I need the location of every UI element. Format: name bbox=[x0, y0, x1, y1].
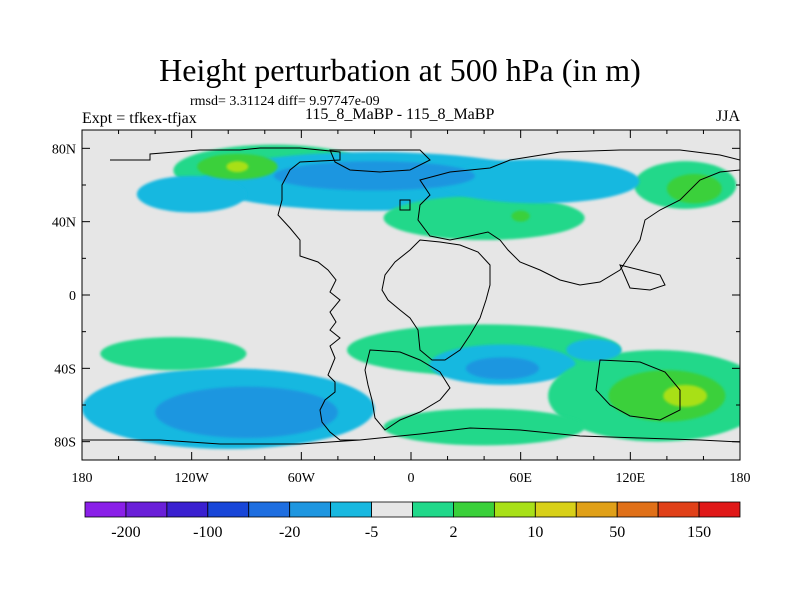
season-label: JJA bbox=[715, 108, 740, 125]
colorbar-label: 2 bbox=[449, 524, 457, 541]
coastline-eurasia bbox=[417, 149, 740, 286]
y-tick-label: 0 bbox=[69, 289, 76, 304]
colorbar-swatch bbox=[330, 501, 372, 518]
colorbar-label: 50 bbox=[609, 524, 625, 541]
colorbar-swatch bbox=[493, 501, 536, 518]
x-tick-label: 60W bbox=[288, 471, 316, 486]
coastline-ireland bbox=[399, 199, 411, 211]
colorbar-label: -200 bbox=[111, 524, 140, 541]
contour-region bbox=[663, 384, 708, 407]
contour-region bbox=[465, 357, 539, 380]
colorbar-swatch bbox=[616, 501, 659, 518]
colorbar-swatch bbox=[289, 501, 332, 518]
coastline-asia-east bbox=[619, 264, 666, 291]
y-tick-label: 80S bbox=[54, 436, 76, 451]
coastline-antarctica bbox=[82, 427, 740, 445]
contour-region bbox=[666, 174, 722, 204]
colorbar-swatch bbox=[248, 501, 291, 518]
colorbar-label: -100 bbox=[193, 524, 222, 541]
colorbar-swatch bbox=[166, 501, 209, 518]
contour-region bbox=[155, 386, 338, 439]
y-axis: 80N 40N 0 40S 80S bbox=[52, 142, 740, 451]
x-tick-label: 120W bbox=[175, 471, 210, 486]
x-tick-label: 60E bbox=[509, 471, 532, 486]
contour-region bbox=[273, 161, 475, 191]
coastline-south-america bbox=[364, 349, 451, 431]
y-tick-label: 40S bbox=[54, 362, 76, 377]
plot-title: Height perturbation at 500 hPa (in m) bbox=[159, 52, 641, 88]
colorbar-swatch bbox=[698, 501, 741, 518]
colorbar-swatch bbox=[412, 501, 454, 518]
x-axis: 180 120W 60W 0 60E 120E 180 bbox=[72, 130, 751, 486]
subtitle: 115_8_MaBP - 115_8_MaBP bbox=[305, 106, 495, 123]
colorbar-swatch bbox=[453, 501, 495, 518]
contour-region bbox=[100, 337, 247, 371]
x-tick-label: 120E bbox=[616, 471, 646, 486]
colorbar-swatch bbox=[125, 501, 168, 518]
coastline-greenland bbox=[329, 149, 431, 173]
colorbar-label: -5 bbox=[365, 524, 378, 541]
colorbar-label: -20 bbox=[279, 524, 300, 541]
contour-region bbox=[438, 159, 640, 204]
contour-region bbox=[511, 210, 530, 222]
contour-region bbox=[383, 408, 585, 446]
colorbar-swatch bbox=[534, 501, 577, 518]
contour-fills bbox=[82, 144, 740, 449]
colorbar: -200 -100 -20 -5 2 10 50 150 bbox=[84, 501, 741, 541]
colorbar-swatch bbox=[575, 501, 618, 518]
colorbar-swatch bbox=[371, 501, 413, 518]
y-tick-label: 80N bbox=[52, 142, 76, 157]
y-tick-label: 40N bbox=[52, 216, 76, 231]
stats-label: rmsd= 3.31124 diff= 9.97747e-09 bbox=[190, 94, 380, 109]
colorbar-swatch bbox=[657, 501, 700, 518]
contour-region bbox=[566, 339, 622, 361]
contour-region bbox=[383, 196, 585, 240]
colorbar-swatch bbox=[207, 501, 250, 518]
coastline-africa bbox=[381, 239, 491, 361]
x-tick-label: 180 bbox=[72, 471, 93, 486]
x-tick-label: 0 bbox=[408, 471, 415, 486]
colorbar-swatch bbox=[84, 501, 127, 518]
coastline-north-america bbox=[110, 147, 360, 441]
experiment-label: Expt = tfkex-tfjax bbox=[82, 110, 197, 127]
colorbar-label: 150 bbox=[687, 524, 711, 541]
contour-region bbox=[226, 161, 249, 173]
coastline-australia bbox=[595, 359, 681, 421]
coastlines bbox=[82, 147, 740, 445]
x-tick-label: 180 bbox=[730, 471, 751, 486]
contour-region bbox=[136, 175, 247, 213]
colorbar-label: 10 bbox=[527, 524, 543, 541]
